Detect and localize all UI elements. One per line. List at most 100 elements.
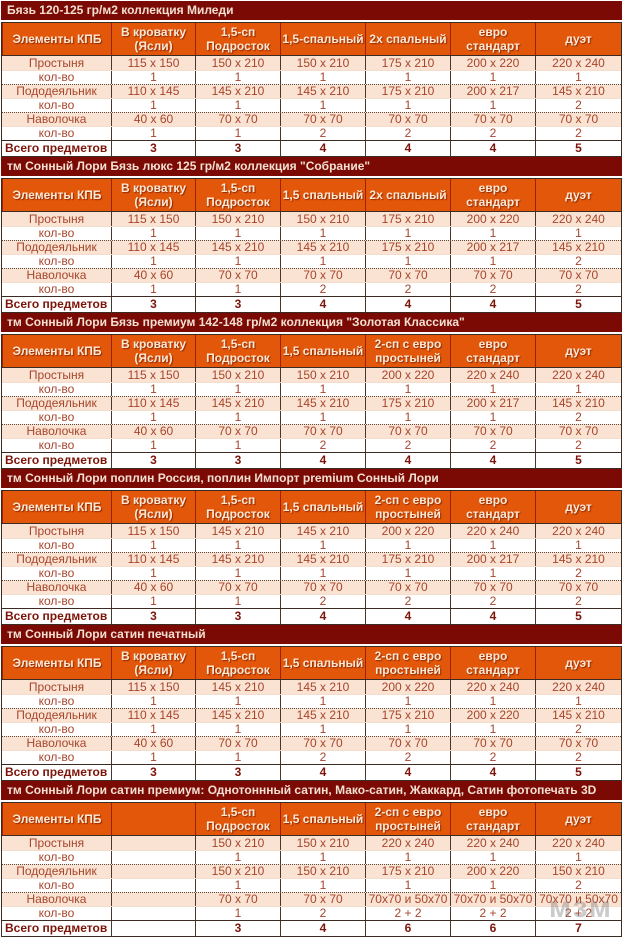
item-qty-value: 1: [365, 255, 450, 268]
item-size-row: Пододеяльник 150 x 210 150 x 210 175 x 210 2…: [2, 864, 621, 878]
item-size-value: 150 x 210: [280, 865, 365, 878]
item-size-value: 145 x 210: [535, 553, 621, 566]
item-qty-value: 1: [280, 879, 365, 892]
item-qty-value: 1: [195, 851, 280, 864]
item-qty-value: 2: [535, 283, 621, 296]
item-qty-value: 1: [280, 383, 365, 396]
item-size-row: Простыня 115 x 150 145 x 210 145 x 210 200 x…: [2, 524, 621, 538]
item-size-value: 220 x 240: [535, 680, 621, 694]
item-qty-value: 1: [280, 99, 365, 112]
item-qty-value: 2: [450, 595, 535, 608]
total-value: 6: [365, 921, 450, 936]
item-qty-value: 1: [195, 695, 280, 708]
qty-label: кол-во: [38, 695, 75, 708]
item-qty-value: 1: [450, 851, 535, 864]
column-header: Элементы КПБ: [2, 335, 111, 367]
total-value: 6: [450, 921, 535, 936]
item-size-value: 220 x 240: [450, 368, 535, 382]
item-size-value: [111, 836, 195, 850]
qty-label: кол-во: [38, 411, 75, 424]
item-qty-value: 1: [195, 879, 280, 892]
item-name: Простыня: [28, 368, 85, 382]
item-size-value: 70 x 70: [280, 893, 365, 906]
item-qty-value: 1: [280, 851, 365, 864]
item-qty-value: 1: [195, 439, 280, 452]
column-header: евро стандарт: [450, 23, 535, 55]
item-qty-value: 1: [365, 227, 450, 240]
column-header: Элементы КПБ: [2, 491, 111, 523]
column-header: 1,5-сп Подросток: [195, 491, 280, 523]
item-size-row: Пододеяльник 110 x 145 145 x 210 145 x 210 1…: [2, 240, 621, 254]
item-size-row: Пододеяльник 110 x 145 145 x 210 145 x 210 1…: [2, 708, 621, 722]
item-size-value: 145 x 210: [535, 241, 621, 254]
item-qty-value: 1: [195, 723, 280, 736]
item-qty-value: 1: [365, 411, 450, 424]
item-qty-value: 1: [280, 695, 365, 708]
item-size-value: 40 x 60: [111, 581, 195, 594]
column-header: В кроватку (Ясли): [111, 491, 195, 523]
item-qty-value: 2: [280, 283, 365, 296]
item-qty-value: 1: [195, 751, 280, 764]
qty-label: кол-во: [38, 99, 75, 112]
product-section: тм Сонный Лори Бязь люкс 125 гр/м2 колле…: [1, 157, 622, 313]
total-value: 4: [280, 609, 365, 624]
item-size-value: 70 x 70: [450, 269, 535, 282]
qty-label: кол-во: [38, 879, 75, 892]
header-row: Элементы КПБ В кроватку (Ясли) 1,5-сп Подр…: [2, 23, 621, 56]
item-qty-value: 1: [195, 907, 280, 920]
item-qty-value: 1: [535, 539, 621, 552]
item-qty-row: кол-во 1 1 1 1 1 1: [2, 538, 621, 552]
column-header: Элементы КПБ: [2, 179, 111, 211]
item-qty-value: 1: [280, 723, 365, 736]
size-table: Элементы КПБ В кроватку (Ясли) 1,5-сп Подр…: [1, 178, 622, 313]
item-size-value: 70 x 70: [280, 113, 365, 126]
item-name: Пододеяльник: [16, 865, 97, 878]
total-value: 5: [535, 297, 621, 312]
item-qty-value: 1: [111, 595, 195, 608]
item-qty-row: кол-во 1 1 1 1 1: [2, 850, 621, 864]
item-qty-value: 1: [535, 695, 621, 708]
item-qty-value: 2: [365, 283, 450, 296]
item-qty-row: кол-во 1 1 1 1 1 2: [2, 410, 621, 424]
item-name: Пододеяльник: [16, 553, 97, 566]
column-header: Элементы КПБ: [2, 647, 111, 679]
item-qty-value: 2: [365, 439, 450, 452]
item-size-value: 70 x 70: [535, 269, 621, 282]
total-value: 4: [280, 453, 365, 468]
item-size-row: Простыня 150 x 210 150 x 210 220 x 240 220 x…: [2, 836, 621, 850]
section-title: тм Сонный Лори сатин печатный: [1, 625, 622, 644]
item-name: Пододеяльник: [16, 709, 97, 722]
column-header: В кроватку (Ясли): [111, 647, 195, 679]
item-qty-value: 1: [280, 539, 365, 552]
item-size-value: 110 x 145: [111, 397, 195, 410]
item-qty-value: 1: [280, 255, 365, 268]
item-size-value: 70 x 70: [365, 269, 450, 282]
item-qty-row: кол-во 1 1 2 2 2 2: [2, 750, 621, 764]
item-qty-row: кол-во 1 1 2 2 2 2: [2, 594, 621, 608]
qty-label: кол-во: [38, 751, 75, 764]
item-qty-value: 1: [280, 227, 365, 240]
column-header: 2-сп с евро простыней: [365, 647, 450, 679]
total-value: 3: [195, 453, 280, 468]
header-row: Элементы КПБ 1,5-сп Подросток 1,5 спальный…: [2, 803, 621, 836]
item-size-value: 175 x 210: [365, 85, 450, 98]
item-size-row: Простыня 115 x 150 145 x 210 145 x 210 200 x…: [2, 680, 621, 694]
total-value: 3: [195, 141, 280, 156]
item-name: Наволочка: [26, 581, 87, 594]
item-size-value: 40 x 60: [111, 737, 195, 750]
total-value: 4: [280, 141, 365, 156]
item-qty-value: 1: [365, 695, 450, 708]
item-qty-value: 1: [365, 879, 450, 892]
column-header: В кроватку (Ясли): [111, 179, 195, 211]
qty-label: кол-во: [38, 283, 75, 296]
item-qty-value: 1: [450, 567, 535, 580]
item-size-value: 70 x 70: [450, 581, 535, 594]
item-size-value: 70 x 70: [450, 113, 535, 126]
item-qty-value: 2: [450, 439, 535, 452]
item-name: Пододеяльник: [16, 85, 97, 98]
item-qty-value: 1: [111, 439, 195, 452]
total-row: Всего предметов 3 3 4 4 4 5: [2, 452, 621, 468]
item-qty-value: 2: [535, 879, 621, 892]
item-size-value: 70 x 70: [280, 581, 365, 594]
